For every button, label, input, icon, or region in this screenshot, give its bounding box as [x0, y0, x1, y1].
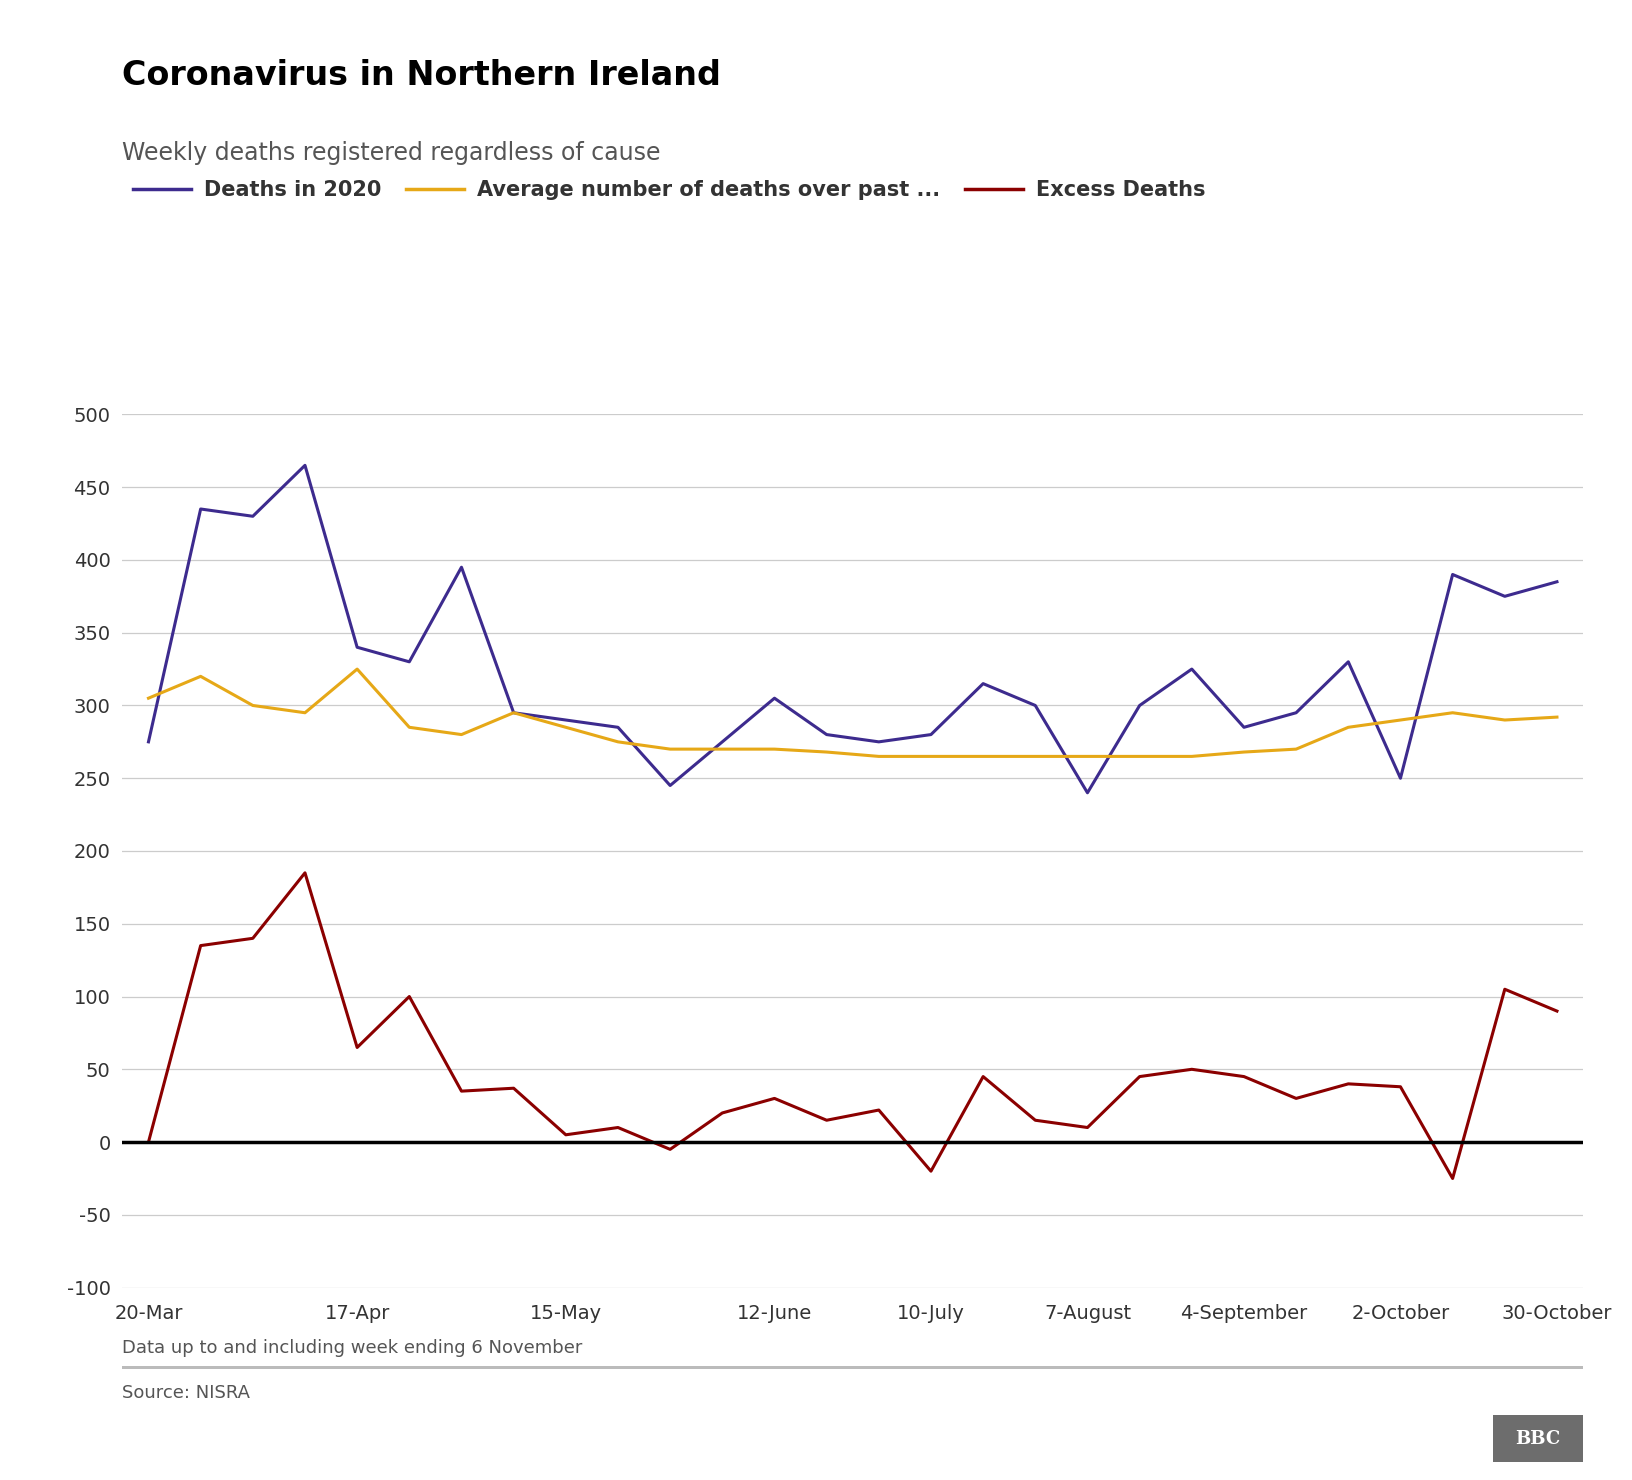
Text: Data up to and including week ending 6 November: Data up to and including week ending 6 N…: [122, 1339, 583, 1357]
Text: BBC: BBC: [1516, 1430, 1560, 1447]
Legend: Deaths in 2020, Average number of deaths over past ..., Excess Deaths: Deaths in 2020, Average number of deaths…: [132, 181, 1206, 200]
Text: Coronavirus in Northern Ireland: Coronavirus in Northern Ireland: [122, 59, 721, 92]
Text: Weekly deaths registered regardless of cause: Weekly deaths registered regardless of c…: [122, 141, 661, 164]
Text: Source: NISRA: Source: NISRA: [122, 1384, 250, 1402]
